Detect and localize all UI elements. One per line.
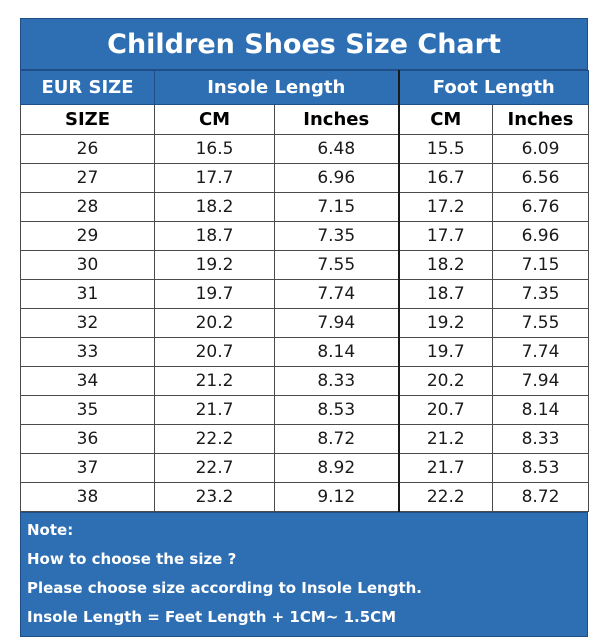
insole-inches-cell: 7.35 xyxy=(273,221,400,251)
insole-cm-cell: 21.2 xyxy=(154,366,275,396)
foot-length-header: Foot Length xyxy=(397,70,590,105)
foot-inches-cell: 8.72 xyxy=(492,482,590,512)
table-row: 36 22.2 8.72 21.2 8.33 xyxy=(20,424,590,454)
table-row: 29 18.7 7.35 17.7 6.96 xyxy=(20,221,590,251)
foot-inches-cell: 7.15 xyxy=(492,250,590,280)
insole-inches-cell: 8.14 xyxy=(273,337,400,367)
insole-inches-cell: 6.48 xyxy=(273,134,400,164)
table-row: 38 23.2 9.12 22.2 8.72 xyxy=(20,482,590,512)
foot-inches-cell: 7.74 xyxy=(492,337,590,367)
foot-cm-cell: 19.7 xyxy=(397,337,494,367)
eur-size-cell: 36 xyxy=(20,424,155,454)
table-row: 27 17.7 6.96 16.7 6.56 xyxy=(20,163,590,193)
foot-cm-cell: 20.2 xyxy=(397,366,494,396)
foot-inches-cell: 6.56 xyxy=(492,163,590,193)
insole-inches-cell: 9.12 xyxy=(273,482,400,512)
insole-cm-cell: 21.7 xyxy=(154,395,275,425)
eur-size-cell: 35 xyxy=(20,395,155,425)
note-line: How to choose the size ? xyxy=(27,550,237,568)
insole-cm-cell: 20.2 xyxy=(154,308,275,338)
insole-cm-cell: 23.2 xyxy=(154,482,275,512)
size-chart: Children Shoes Size Chart EUR SIZE Insol… xyxy=(20,18,590,637)
foot-inches-cell: 7.35 xyxy=(492,279,590,309)
insole-inches-cell: 6.96 xyxy=(273,163,400,193)
eur-size-cell: 31 xyxy=(20,279,155,309)
foot-inches-cell: 6.96 xyxy=(492,221,590,251)
note-line: Insole Length = Feet Length + 1CM~ 1.5CM xyxy=(27,608,397,626)
insole-inches-cell: 7.74 xyxy=(273,279,400,309)
insole-inches-header: Inches xyxy=(273,104,400,135)
foot-cm-cell: 18.7 xyxy=(397,279,494,309)
insole-cm-cell: 17.7 xyxy=(154,163,275,193)
note-line: Please choose size according to Insole L… xyxy=(27,579,423,597)
table-row: 31 19.7 7.74 18.7 7.35 xyxy=(20,279,590,309)
insole-inches-cell: 8.53 xyxy=(273,395,400,425)
chart-title: Children Shoes Size Chart xyxy=(20,18,588,70)
eur-size-cell: 29 xyxy=(20,221,155,251)
insole-inches-cell: 7.94 xyxy=(273,308,400,338)
table-row: 26 16.5 6.48 15.5 6.09 xyxy=(20,134,590,164)
table-row: 35 21.7 8.53 20.7 8.14 xyxy=(20,395,590,425)
foot-cm-cell: 22.2 xyxy=(397,482,494,512)
foot-cm-cell: 18.2 xyxy=(397,250,494,280)
foot-cm-cell: 17.7 xyxy=(397,221,494,251)
insole-cm-cell: 19.2 xyxy=(154,250,275,280)
size-table: EUR SIZE Insole Length Foot Length SIZE … xyxy=(20,70,590,512)
foot-cm-cell: 17.2 xyxy=(397,192,494,222)
insole-cm-cell: 18.2 xyxy=(154,192,275,222)
eur-size-cell: 34 xyxy=(20,366,155,396)
table-row: 30 19.2 7.55 18.2 7.15 xyxy=(20,250,590,280)
insole-inches-cell: 7.55 xyxy=(273,250,400,280)
table-row: 32 20.2 7.94 19.2 7.55 xyxy=(20,308,590,338)
insole-cm-cell: 20.7 xyxy=(154,337,275,367)
note-panel: Note: How to choose the size ? Please ch… xyxy=(20,512,588,637)
eur-size-cell: 26 xyxy=(20,134,155,164)
insole-cm-cell: 22.2 xyxy=(154,424,275,454)
eur-size-cell: 30 xyxy=(20,250,155,280)
note-heading: Note: xyxy=(27,521,74,539)
insole-inches-cell: 7.15 xyxy=(273,192,400,222)
eur-size-cell: 28 xyxy=(20,192,155,222)
eur-size-cell: 37 xyxy=(20,453,155,483)
foot-inches-cell: 8.33 xyxy=(492,424,590,454)
foot-cm-cell: 20.7 xyxy=(397,395,494,425)
table-row: 34 21.2 8.33 20.2 7.94 xyxy=(20,366,590,396)
table-row: 33 20.7 8.14 19.7 7.74 xyxy=(20,337,590,367)
foot-cm-cell: 21.7 xyxy=(397,453,494,483)
table-row: 28 18.2 7.15 17.2 6.76 xyxy=(20,192,590,222)
foot-inches-cell: 6.09 xyxy=(492,134,590,164)
foot-inches-cell: 7.94 xyxy=(492,366,590,396)
eur-size-cell: 32 xyxy=(20,308,155,338)
foot-cm-cell: 16.7 xyxy=(397,163,494,193)
eur-size-header: EUR SIZE xyxy=(20,70,155,105)
group-header-row: EUR SIZE Insole Length Foot Length xyxy=(20,70,590,105)
eur-size-cell: 27 xyxy=(20,163,155,193)
foot-cm-cell: 15.5 xyxy=(397,134,494,164)
eur-size-cell: 38 xyxy=(20,482,155,512)
eur-size-cell: 33 xyxy=(20,337,155,367)
insole-cm-cell: 19.7 xyxy=(154,279,275,309)
foot-inches-cell: 6.76 xyxy=(492,192,590,222)
foot-inches-cell: 7.55 xyxy=(492,308,590,338)
insole-inches-cell: 8.72 xyxy=(273,424,400,454)
insole-cm-header: CM xyxy=(154,104,275,135)
foot-cm-cell: 19.2 xyxy=(397,308,494,338)
insole-cm-cell: 22.7 xyxy=(154,453,275,483)
size-column-header: SIZE xyxy=(20,104,155,135)
foot-inches-cell: 8.14 xyxy=(492,395,590,425)
table-row: 37 22.7 8.92 21.7 8.53 xyxy=(20,453,590,483)
foot-cm-header: CM xyxy=(397,104,494,135)
insole-inches-cell: 8.33 xyxy=(273,366,400,396)
insole-length-header: Insole Length xyxy=(153,70,400,105)
unit-header-row: SIZE CM Inches CM Inches xyxy=(20,104,590,135)
foot-inches-header: Inches xyxy=(492,104,590,135)
foot-inches-cell: 8.53 xyxy=(492,453,590,483)
foot-cm-cell: 21.2 xyxy=(397,424,494,454)
insole-cm-cell: 18.7 xyxy=(154,221,275,251)
insole-inches-cell: 8.92 xyxy=(273,453,400,483)
insole-cm-cell: 16.5 xyxy=(154,134,275,164)
